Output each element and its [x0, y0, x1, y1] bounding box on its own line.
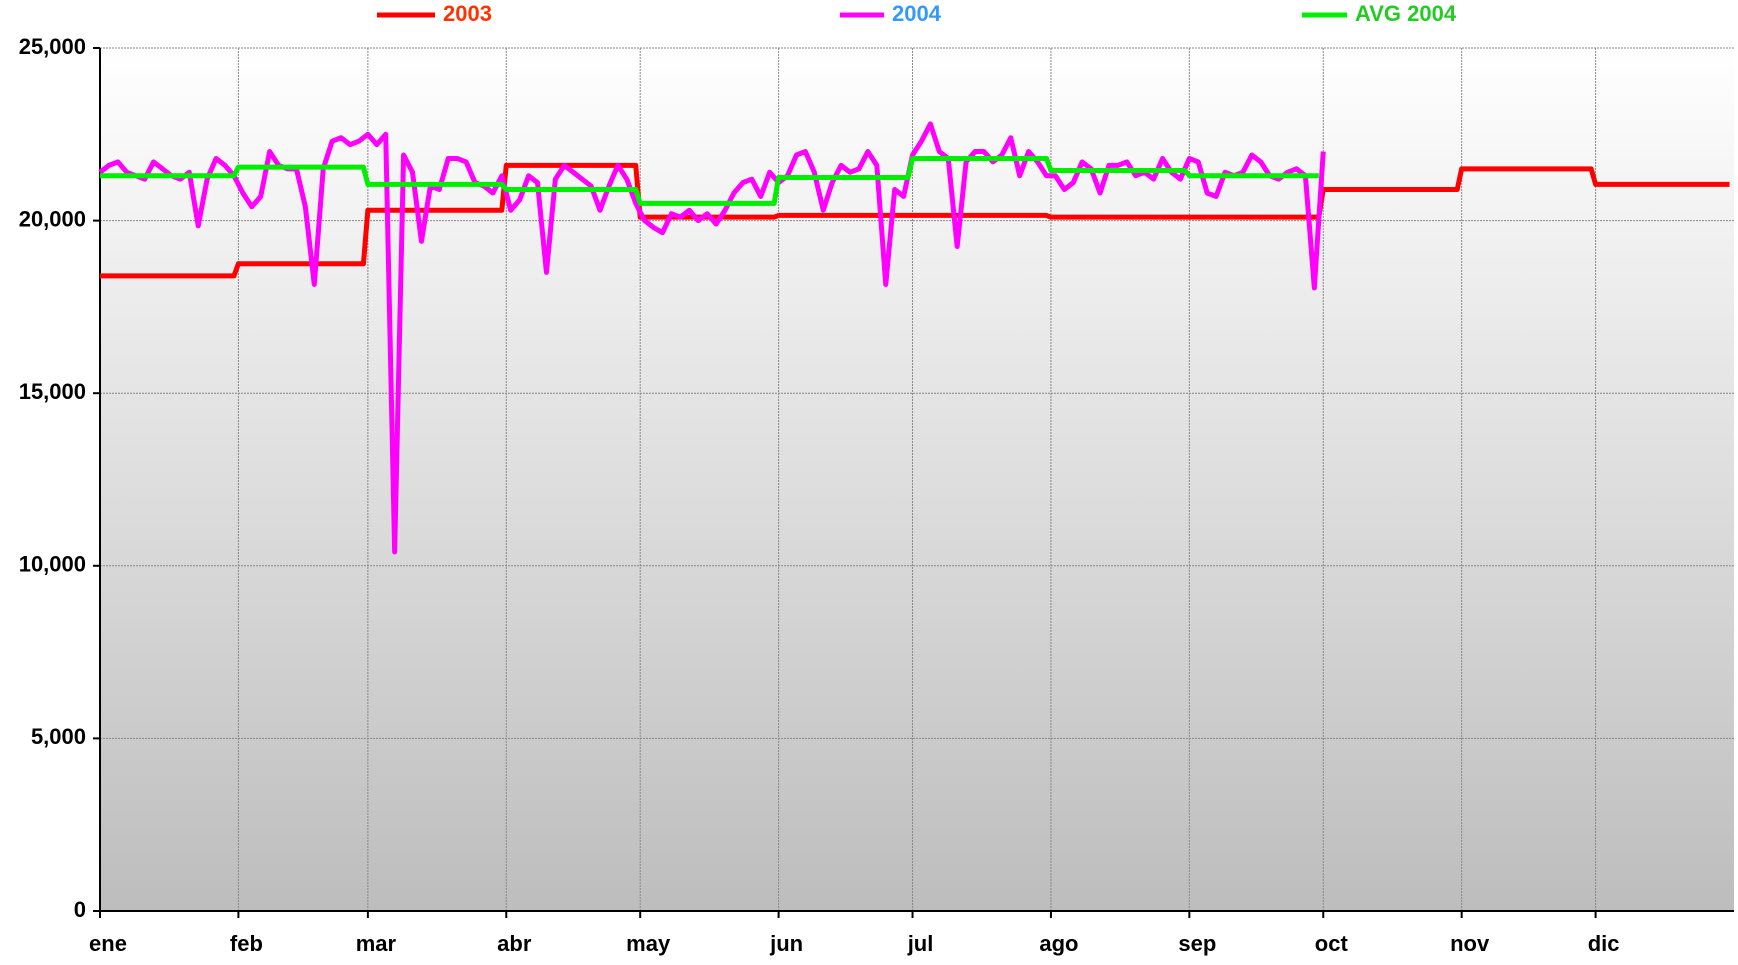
plot-area	[100, 48, 1734, 911]
x-tick-label: ene	[89, 931, 127, 956]
x-tick-label: jul	[907, 931, 934, 956]
y-tick-label: 15,000	[19, 379, 86, 404]
x-tick-label: may	[626, 931, 671, 956]
series-line	[100, 162, 1730, 279]
x-tick-label: abr	[497, 931, 532, 956]
y-tick-label: 5,000	[31, 724, 86, 749]
x-tick-label: nov	[1450, 931, 1490, 956]
x-tick-label: sep	[1178, 931, 1216, 956]
legend-label: AVG 2004	[1355, 1, 1457, 26]
x-tick-label: mar	[356, 931, 397, 956]
series-line	[98, 121, 1326, 555]
x-tick-label: jun	[769, 931, 803, 956]
x-tick-label: ago	[1039, 931, 1078, 956]
x-tick-label: feb	[230, 931, 263, 956]
y-tick-label: 20,000	[19, 206, 86, 231]
x-tick-label: dic	[1588, 931, 1620, 956]
y-tick-label: 10,000	[19, 552, 86, 577]
legend-label: 2003	[443, 1, 492, 26]
x-tick-label: oct	[1315, 931, 1349, 956]
series-line	[100, 155, 1319, 206]
legend-label: 2004	[892, 1, 942, 26]
y-tick-label: 0	[74, 897, 86, 922]
y-tick-label: 25,000	[19, 34, 86, 59]
